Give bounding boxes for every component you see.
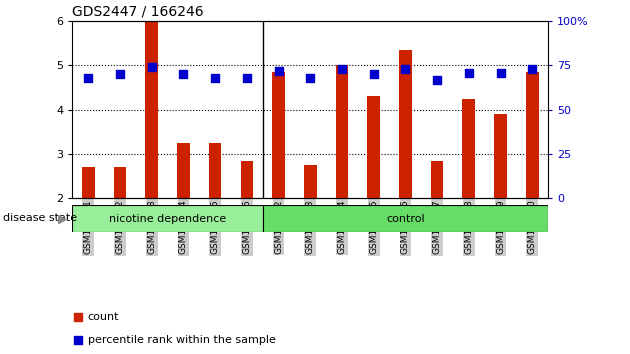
Bar — [462, 99, 475, 198]
Bar — [367, 97, 380, 198]
Point — [464, 70, 474, 75]
Bar — [72, 205, 263, 232]
Point — [369, 72, 379, 77]
Point — [527, 66, 537, 72]
Text: percentile rank within the sample: percentile rank within the sample — [88, 335, 275, 346]
Text: count: count — [88, 312, 119, 322]
Point — [210, 75, 220, 81]
Bar — [526, 72, 539, 198]
Point — [305, 75, 315, 81]
Text: ▶: ▶ — [59, 212, 68, 225]
Bar — [177, 143, 190, 198]
Text: disease state: disease state — [3, 213, 77, 223]
Point — [115, 72, 125, 77]
Point — [357, 23, 367, 29]
Bar — [336, 65, 348, 198]
Point — [147, 64, 157, 70]
Bar — [399, 50, 412, 198]
Bar — [272, 72, 285, 198]
Bar — [304, 165, 317, 198]
Text: control: control — [386, 213, 425, 224]
Bar — [431, 161, 444, 198]
Bar — [146, 21, 158, 198]
Point — [273, 68, 284, 74]
Point — [401, 66, 411, 72]
Text: GDS2447 / 166246: GDS2447 / 166246 — [72, 5, 204, 19]
Point — [242, 75, 252, 81]
Bar — [494, 114, 507, 198]
Point — [337, 66, 347, 72]
Bar — [82, 167, 94, 198]
Text: nicotine dependence: nicotine dependence — [109, 213, 226, 224]
Bar — [209, 143, 222, 198]
Point — [178, 72, 188, 77]
Point — [432, 77, 442, 82]
Bar — [113, 167, 127, 198]
Point — [357, 233, 367, 238]
Bar — [263, 205, 548, 232]
Bar — [241, 161, 253, 198]
Point — [495, 70, 505, 75]
Point — [83, 75, 93, 81]
